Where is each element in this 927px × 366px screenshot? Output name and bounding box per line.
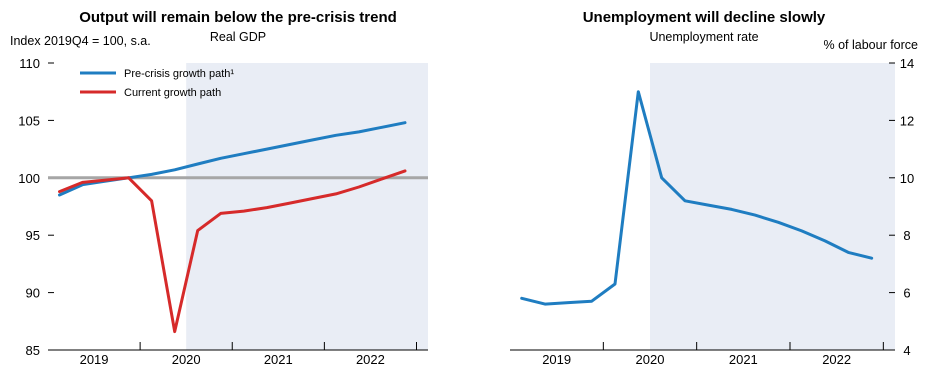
x-tick-label: 2021 [264,352,293,366]
series-line [520,90,874,306]
y-axis-unit-label: % of labour force [824,38,919,52]
x-axis-labels: 2019 2020 2021 2022 [542,352,851,366]
x-tick-label: 2019 [542,352,571,366]
panel-gdp: Output will remain below the pre-crisis … [10,9,428,366]
y-tick-label: 8 [903,228,910,243]
panel-title: Unemployment will decline slowly [583,9,826,26]
panel-subtitle: Unemployment rate [649,30,758,44]
y-tick-label: 110 [19,56,40,71]
y-axis-unit-label: Index 2019Q4 = 100, s.a. [10,34,151,48]
x-tick-label: 2019 [80,352,109,366]
x-tick-label: 2022 [822,352,851,366]
y-axis-ticks: 85 90 95 100 105 110 [18,56,54,358]
x-tick-label: 2020 [636,352,665,366]
legend-label: Current growth path [124,87,221,99]
legend: Pre-crisis growth path¹ Current growth pa… [80,68,234,99]
y-tick-label: 4 [903,343,910,358]
y-tick-label: 10 [900,171,914,186]
y-tick-label: 12 [900,113,914,128]
y-axis-ticks: 4 6 8 10 12 14 [889,56,914,358]
x-axis-ticks [602,342,884,350]
series-lines [520,90,874,306]
y-tick-label: 95 [26,228,40,243]
legend-label: Pre-crisis growth path¹ [124,68,234,80]
series-line-current-growth-path [58,169,407,334]
series-lines [58,121,407,334]
x-axis-labels: 2019 2020 2021 2022 [80,352,385,366]
y-tick-label: 90 [26,286,40,301]
projection-shade [650,63,895,350]
x-tick-label: 2021 [729,352,758,366]
y-tick-label: 85 [26,343,40,358]
y-tick-label: 105 [18,113,40,128]
panel-title: Output will remain below the pre-crisis … [79,9,397,26]
x-axis-ticks [139,342,417,350]
panel-unemployment: Unemployment will decline slowly Unemplo… [510,9,918,366]
panel-subtitle: Real GDP [210,30,266,44]
y-tick-label: 100 [18,171,40,186]
projection-shade [186,63,428,350]
x-tick-label: 2020 [172,352,201,366]
x-tick-label: 2022 [356,352,385,366]
y-tick-label: 6 [903,286,910,301]
y-tick-label: 14 [900,56,914,71]
